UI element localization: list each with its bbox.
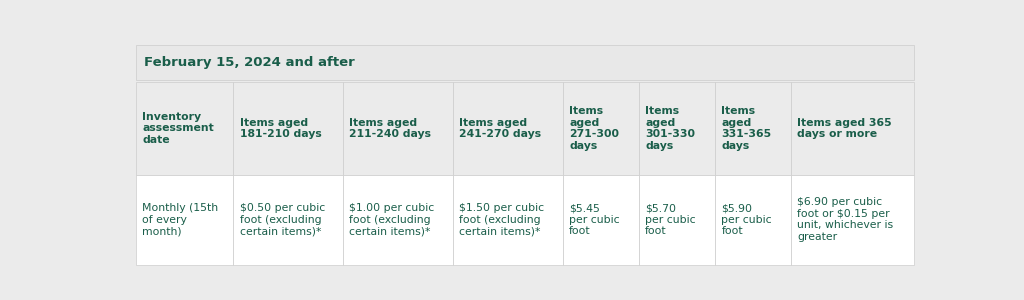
- FancyBboxPatch shape: [639, 175, 715, 265]
- FancyBboxPatch shape: [563, 175, 639, 265]
- FancyBboxPatch shape: [715, 175, 792, 265]
- Text: Monthly (15th
of every
month): Monthly (15th of every month): [142, 203, 218, 236]
- Text: Items aged 365
days or more: Items aged 365 days or more: [798, 118, 892, 139]
- FancyBboxPatch shape: [136, 82, 233, 175]
- Text: $5.45
per cubic
foot: $5.45 per cubic foot: [569, 203, 620, 236]
- FancyBboxPatch shape: [233, 82, 343, 175]
- Text: Items
aged
301-330
days: Items aged 301-330 days: [645, 106, 695, 151]
- Text: February 15, 2024 and after: February 15, 2024 and after: [143, 56, 354, 69]
- FancyBboxPatch shape: [715, 82, 792, 175]
- Text: Items aged
241-270 days: Items aged 241-270 days: [460, 118, 542, 139]
- Text: Items aged
181-210 days: Items aged 181-210 days: [240, 118, 322, 139]
- Text: Inventory
assessment
date: Inventory assessment date: [142, 112, 214, 145]
- FancyBboxPatch shape: [563, 82, 639, 175]
- FancyBboxPatch shape: [343, 82, 453, 175]
- FancyBboxPatch shape: [136, 175, 233, 265]
- FancyBboxPatch shape: [453, 175, 563, 265]
- Text: $1.50 per cubic
foot (excluding
certain items)*: $1.50 per cubic foot (excluding certain …: [460, 203, 545, 236]
- FancyBboxPatch shape: [136, 45, 913, 80]
- Text: $5.70
per cubic
foot: $5.70 per cubic foot: [645, 203, 696, 236]
- FancyBboxPatch shape: [792, 82, 913, 175]
- Text: $6.90 per cubic
foot or $0.15 per
unit, whichever is
greater: $6.90 per cubic foot or $0.15 per unit, …: [798, 197, 894, 242]
- Text: Items
aged
271-300
days: Items aged 271-300 days: [569, 106, 620, 151]
- FancyBboxPatch shape: [453, 82, 563, 175]
- Text: Items aged
211-240 days: Items aged 211-240 days: [349, 118, 431, 139]
- Text: $5.90
per cubic
foot: $5.90 per cubic foot: [721, 203, 772, 236]
- Text: $0.50 per cubic
foot (excluding
certain items)*: $0.50 per cubic foot (excluding certain …: [240, 203, 325, 236]
- Text: Items
aged
331-365
days: Items aged 331-365 days: [721, 106, 771, 151]
- FancyBboxPatch shape: [792, 175, 913, 265]
- FancyBboxPatch shape: [343, 175, 453, 265]
- FancyBboxPatch shape: [233, 175, 343, 265]
- Text: $1.00 per cubic
foot (excluding
certain items)*: $1.00 per cubic foot (excluding certain …: [349, 203, 434, 236]
- FancyBboxPatch shape: [639, 82, 715, 175]
